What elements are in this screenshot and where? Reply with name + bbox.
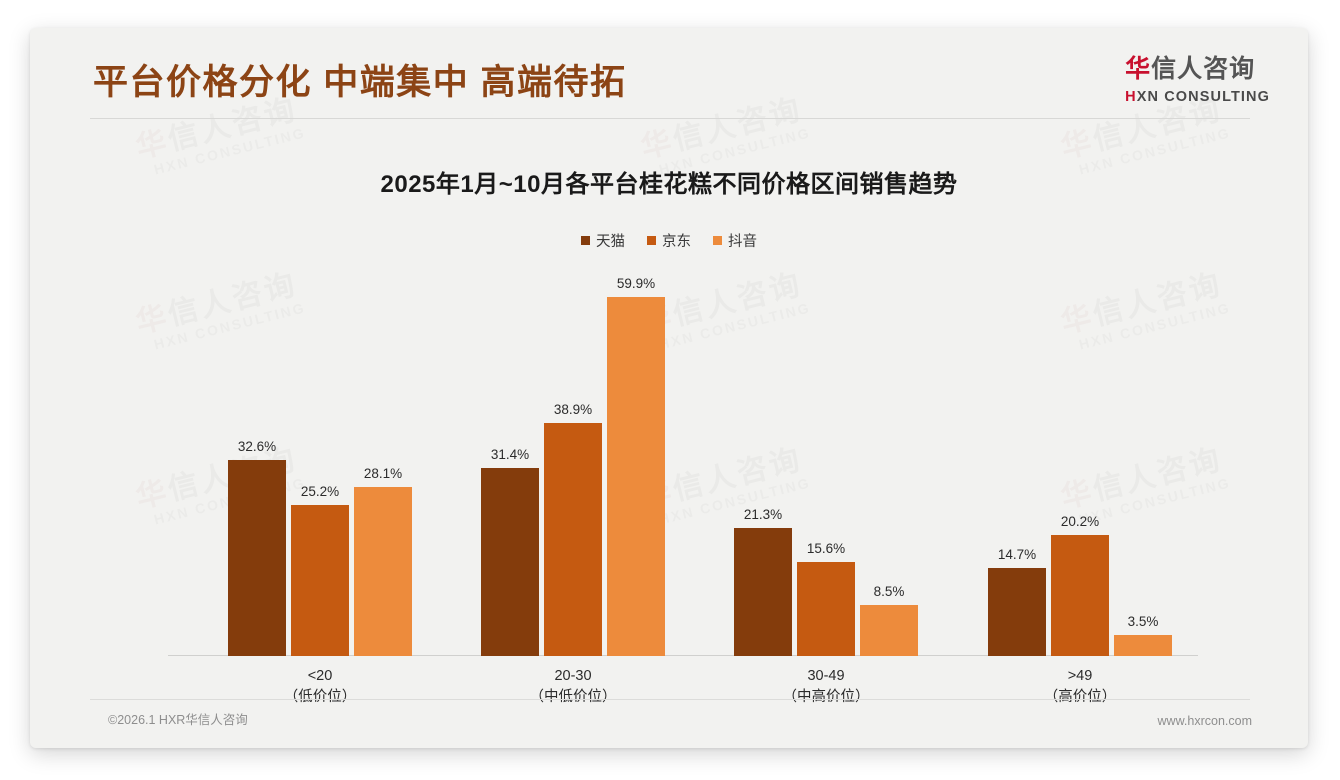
logo-cn-red: 华 [1125, 55, 1152, 83]
bar-京东-20-30[interactable] [544, 422, 602, 656]
logo-cn-rest: 信人咨询 [1151, 55, 1256, 83]
slide-card: 华信人咨询 HXN CONSULTING 华信人咨询 HXN CONSULTING 华信… [30, 28, 1308, 748]
legend-swatch-icon [713, 236, 722, 245]
category-sublabel: （高价位） [1043, 689, 1117, 706]
chart-legend: 天猫 京东 抖音 [30, 230, 1308, 251]
bar-天猫-20-30[interactable] [481, 467, 539, 656]
bar-天猫->49[interactable] [988, 567, 1046, 656]
legend-label: 天猫 [596, 234, 625, 250]
bar-天猫-30-49[interactable] [734, 528, 792, 656]
legend-swatch-icon [647, 236, 656, 245]
header-divider [90, 118, 1250, 119]
x-axis-line [168, 655, 1198, 656]
category-range: >49 [1067, 668, 1093, 684]
bar-京东-<20[interactable] [291, 504, 349, 656]
bar-group: 14.7% 20.2% 3.5% [985, 266, 1175, 656]
x-axis-category-label: 20-30 （中低价位） [478, 666, 668, 708]
logo-english-text: HXN CONSULTING [1125, 89, 1270, 105]
bar-wrapper: 38.9% [544, 266, 602, 656]
legend-item-抖音[interactable]: 抖音 [713, 230, 757, 251]
x-axis-category-label: 30-49 （中高价位） [731, 666, 921, 708]
bar-group: 32.6% 25.2% 28.1% [225, 266, 415, 656]
logo-en-rest: XN CONSULTING [1136, 88, 1270, 105]
bar-京东-30-49[interactable] [797, 562, 855, 656]
legend-item-京东[interactable]: 京东 [647, 230, 691, 251]
category-sublabel: （低价位） [283, 689, 357, 706]
legend-label: 抖音 [728, 234, 757, 250]
bar-wrapper: 3.5% [1114, 266, 1172, 656]
bar-value-label: 21.3% [743, 507, 783, 523]
legend-label: 京东 [662, 234, 691, 250]
category-range: 20-30 [554, 668, 592, 684]
bar-value-label: 8.5% [873, 584, 905, 599]
bar-value-label: 20.2% [1060, 513, 1100, 529]
x-axis-category-label: >49 （高价位） [985, 666, 1175, 708]
bar-抖音->49[interactable] [1114, 635, 1172, 656]
bar-value-label: 14.7% [997, 546, 1037, 562]
chart-container: 2025年1月~10月各平台桂花糕不同价格区间销售趋势 天猫 京东 抖音 32.6%… [30, 138, 1308, 705]
logo-chinese-text: 华信人咨询 [1125, 55, 1270, 84]
chart-title: 2025年1月~10月各平台桂花糕不同价格区间销售趋势 [380, 171, 958, 198]
bar-wrapper: 28.1% [354, 266, 412, 656]
bar-value-label: 59.9% [616, 275, 656, 291]
bar-wrapper: 14.7% [988, 266, 1046, 656]
brand-logo: 华信人咨询 HXN CONSULTING [1125, 55, 1270, 105]
legend-item-天猫[interactable]: 天猫 [581, 230, 625, 251]
bar-value-label: 3.5% [1127, 614, 1159, 629]
bar-wrapper: 8.5% [860, 266, 918, 656]
bar-wrapper: 21.3% [734, 266, 792, 656]
bar-wrapper: 25.2% [291, 266, 349, 656]
bar-wrapper: 32.6% [228, 266, 286, 656]
bar-value-label: 38.9% [553, 401, 593, 417]
chart-plot-area: 32.6% 25.2% 28.1% <20 （低价位） 31.4% 38.9% 59.9% 20… [168, 266, 1198, 705]
bar-value-label: 32.6% [237, 439, 277, 455]
category-range: <20 [307, 668, 333, 684]
bar-抖音-30-49[interactable] [860, 605, 918, 656]
logo-en-red: H [1125, 88, 1137, 105]
legend-swatch-icon [581, 236, 590, 245]
bar-wrapper: 31.4% [481, 266, 539, 656]
bar-wrapper: 59.9% [607, 266, 665, 656]
category-range: 30-49 [807, 668, 845, 684]
x-axis-category-label: <20 （低价位） [225, 666, 415, 708]
slide-header: 平台价格分化 中端集中 高端待拓 华信人咨询 HXN CONSULTING [30, 28, 1308, 119]
bar-value-label: 25.2% [300, 483, 340, 499]
bar-京东->49[interactable] [1051, 534, 1109, 656]
bar-wrapper: 20.2% [1051, 266, 1109, 656]
bar-value-label: 31.4% [490, 446, 530, 462]
footer-copyright: ©2026.1 HXR华信人咨询 [108, 713, 248, 727]
page-title: 平台价格分化 中端集中 高端待拓 [93, 63, 627, 102]
bar-value-label: 28.1% [363, 466, 403, 482]
bar-抖音-<20[interactable] [354, 487, 412, 656]
bar-group: 31.4% 38.9% 59.9% [478, 266, 668, 656]
bar-group: 21.3% 15.6% 8.5% [731, 266, 921, 656]
category-sublabel: （中低价位） [529, 689, 617, 706]
bar-value-label: 15.6% [806, 541, 846, 557]
bar-天猫-<20[interactable] [228, 460, 286, 656]
footer-website: www.hxrcon.com [1157, 714, 1252, 728]
bar-wrapper: 15.6% [797, 266, 855, 656]
bar-抖音-20-30[interactable] [607, 296, 665, 656]
category-sublabel: （中高价位） [782, 689, 870, 706]
footer-divider [90, 699, 1250, 700]
